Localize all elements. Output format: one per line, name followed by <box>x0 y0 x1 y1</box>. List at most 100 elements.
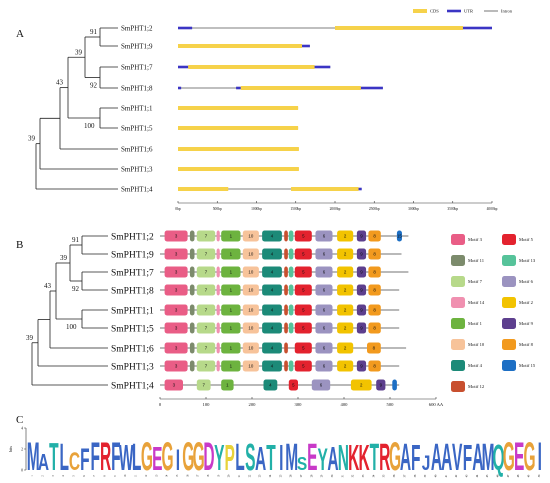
panel-b-gene-labels: SmPHT1;2 SmPHT1;9 SmPHT1;7 SmPHT1;8 SmPHT1;1… <box>111 233 154 392</box>
motif-box <box>288 322 294 334</box>
cds-block <box>178 126 299 130</box>
motif-number: 1 <box>230 364 233 369</box>
axis-tick-label: 500 <box>387 402 395 407</box>
motif-number: 7 <box>205 270 208 275</box>
axis-tick-label: 2500bp <box>369 207 380 211</box>
utr-block <box>462 26 492 30</box>
motif-box <box>315 248 333 260</box>
motif-number: 7 <box>205 234 208 239</box>
motif-number: 8 <box>373 346 376 351</box>
legend-swatch <box>502 255 516 266</box>
motif-box <box>284 360 288 372</box>
motif-number: 3 <box>173 383 176 388</box>
logo-position-number: 21 <box>238 474 241 477</box>
motif-box <box>288 266 294 278</box>
logo-position-number: 2 <box>42 475 45 477</box>
motif-number: 2 <box>344 234 347 239</box>
gene-label: SmPHT1;2 <box>111 233 154 243</box>
motif-box <box>221 248 241 260</box>
axis-tick-label: 1000bp <box>251 207 262 211</box>
legend-label: Motif 1 <box>468 321 483 326</box>
legend-label: Motif 10 <box>468 342 485 347</box>
logo-position-number: 24 <box>269 474 272 477</box>
motif-number: 10 <box>248 234 253 239</box>
legend-swatch <box>451 360 465 371</box>
motif-number: 6 <box>323 346 326 351</box>
panel-a-axis: 0bp 500bp 1000bp 1500bp 2000bp 2500bp 3000bp 35… <box>175 201 498 211</box>
motif-number: 5 <box>292 383 295 388</box>
motif-box <box>262 248 282 260</box>
gene-label: SmPHT1;4 <box>111 382 154 392</box>
motif-box <box>288 230 294 242</box>
panel-c-axis: 0 2 4 bits <box>8 427 27 473</box>
cds-block <box>291 187 359 191</box>
panel-a-gene-labels: SmPHT1;2 SmPHT1;9 SmPHT1;7 SmPHT1;8 SmPHT1;1… <box>121 25 153 194</box>
logo-position-number: 33 <box>362 474 365 477</box>
legend-label: Motif 4 <box>468 363 483 368</box>
motif-number: 1 <box>230 234 233 239</box>
motif-box <box>164 266 188 278</box>
motif-box <box>376 379 386 391</box>
tree-b-bootstrap-value: 43 <box>44 282 52 290</box>
motif-box <box>189 342 195 354</box>
axis-tick-label: 3000bp <box>408 207 419 211</box>
panel-b-label: B <box>16 239 23 251</box>
motif-number: 3 <box>175 364 178 369</box>
motif-box <box>189 284 195 296</box>
motif-box <box>262 304 282 316</box>
tree-a-bootstrap-value: 43 <box>56 79 64 87</box>
logo-position-number: 35 <box>383 474 386 477</box>
motif-box <box>356 304 367 316</box>
logo-letter: I <box>279 438 283 478</box>
legend-swatch <box>447 9 461 13</box>
motif-number: 4 <box>271 252 274 257</box>
motif-box <box>196 342 216 354</box>
logo-position-number: 28 <box>310 474 313 477</box>
axis-tick-label: 100 <box>203 402 211 407</box>
logo-letter: K <box>348 438 359 478</box>
legend-swatch <box>451 339 465 350</box>
logo-letter: Q <box>492 438 504 478</box>
logo-letter: G <box>503 436 515 479</box>
gene-label: SmPHT1;6 <box>111 345 154 355</box>
logo-position-number: 32 <box>352 474 355 477</box>
panel-b-axis: 0 100 200 300 400 500 600 AA <box>159 397 444 407</box>
logo-position-number: 31 <box>341 474 344 477</box>
motif-box <box>294 248 312 260</box>
motif-box <box>284 248 288 260</box>
motif-box <box>315 304 333 316</box>
logo-letter: A <box>431 437 442 479</box>
logo-letter: Y <box>318 443 329 477</box>
motif-number: 10 <box>248 288 253 293</box>
motif-box <box>337 342 354 354</box>
panel-b-bootstrap-values: 91 39 43 92 100 39 <box>26 236 80 342</box>
logo-position-number: 48 <box>517 474 520 477</box>
motif-box <box>242 342 259 354</box>
motif-box <box>221 266 241 278</box>
legend-swatch <box>502 297 516 308</box>
motif-number: 9 <box>380 383 383 388</box>
tree-a-bootstrap-value: 100 <box>84 122 95 130</box>
motif-box <box>189 304 195 316</box>
axis-tick-label: 200 <box>249 402 257 407</box>
motif-number: 9 <box>360 364 363 369</box>
motif-number: 8 <box>373 364 376 369</box>
motif-box <box>189 266 195 278</box>
utr-block <box>236 86 241 90</box>
motif-box <box>294 342 312 354</box>
motif-box <box>315 284 333 296</box>
logo-position-number: 14 <box>166 474 169 477</box>
motif-box <box>263 379 278 391</box>
motif-box <box>221 342 241 354</box>
logo-position-number: 19 <box>217 474 220 477</box>
logo-y-tick-label: 2 <box>21 448 23 452</box>
motif-box <box>294 266 312 278</box>
motif-box <box>315 266 333 278</box>
logo-letter: K <box>358 438 369 478</box>
gene-label: SmPHT1;9 <box>111 251 154 261</box>
motif-box <box>262 342 282 354</box>
legend-swatch <box>451 276 465 287</box>
motif-box <box>216 266 220 278</box>
motif-box <box>294 304 312 316</box>
motif-number: 6 <box>323 326 326 331</box>
